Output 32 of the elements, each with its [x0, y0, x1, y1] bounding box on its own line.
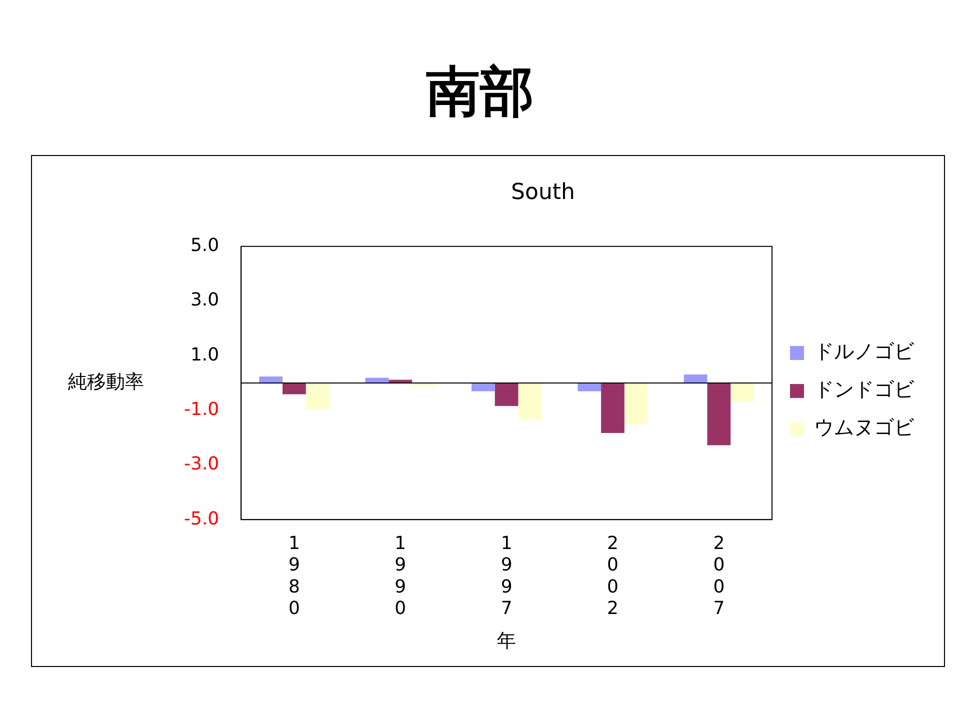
- bar: [707, 383, 731, 446]
- y-tick-label: -3.0: [184, 454, 220, 475]
- bar: [388, 380, 412, 383]
- bar: [282, 383, 306, 394]
- y-tick-label: 5.0: [190, 235, 220, 256]
- bar: [259, 376, 283, 383]
- bar: [730, 383, 754, 402]
- y-tick-label: -5.0: [184, 508, 220, 530]
- bar: [518, 383, 542, 420]
- x-tick-label: 2007: [713, 533, 725, 619]
- bar: [624, 383, 648, 425]
- x-tick-label: 1997: [500, 533, 512, 619]
- y-tick-label: -1.0: [184, 398, 220, 420]
- legend-label: ドンドゴビ: [814, 377, 915, 402]
- chart-title: 南部: [425, 59, 535, 125]
- x-tick-label: 1990: [394, 533, 406, 619]
- y-tick-label: 1.0: [190, 344, 220, 366]
- legend-label: ウムヌゴビ: [814, 415, 915, 440]
- chart-subtitle: South: [511, 180, 575, 205]
- x-tick-label: 2002: [607, 533, 618, 619]
- bar: [601, 383, 624, 433]
- y-tick-label: 3.0: [190, 290, 220, 311]
- y-axis-title: 純移動率: [68, 370, 144, 393]
- legend-label: ドルノゴビ: [814, 339, 915, 364]
- bar: [306, 383, 330, 409]
- bar: [578, 383, 602, 392]
- bar: [472, 383, 495, 392]
- x-tick-label: 1980: [288, 533, 300, 619]
- bar: [684, 374, 708, 383]
- bar: [412, 383, 436, 386]
- x-axis-title: 年: [497, 630, 516, 652]
- bar: [494, 383, 518, 406]
